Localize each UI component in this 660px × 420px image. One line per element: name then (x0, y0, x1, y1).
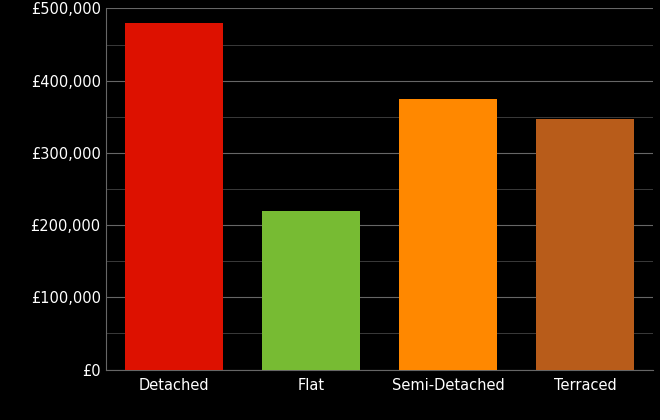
Bar (262, 211, 360, 370)
Bar (125, 23, 223, 370)
Bar (399, 99, 497, 370)
Bar (536, 119, 634, 370)
